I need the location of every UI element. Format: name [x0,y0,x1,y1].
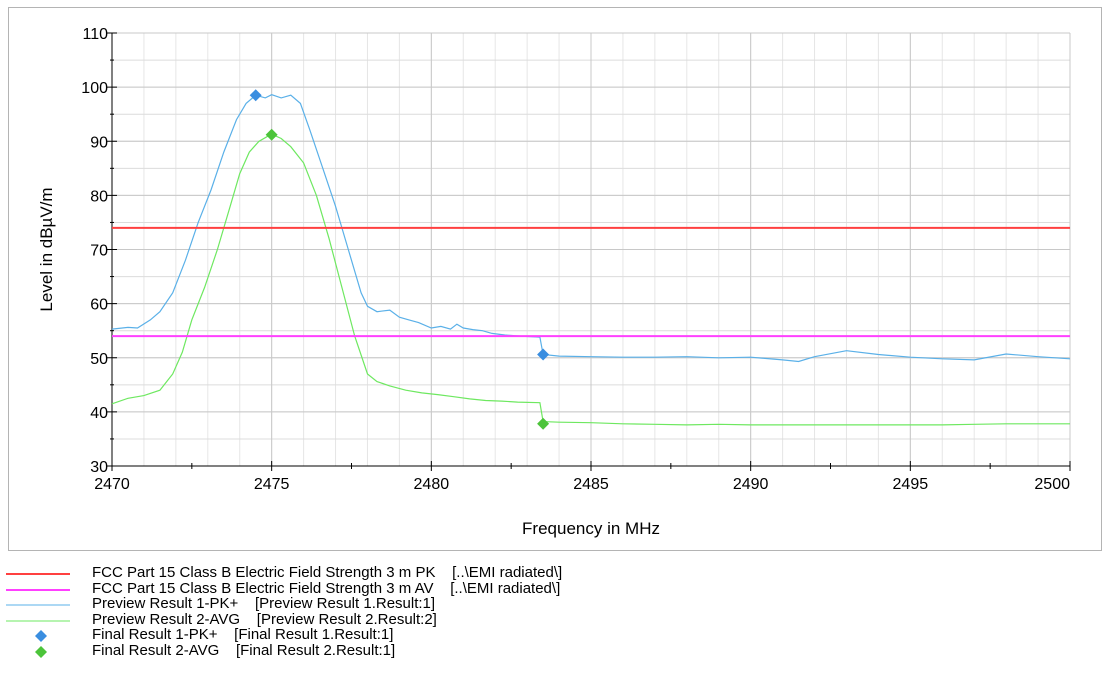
legend-item-preview-avg: Preview Result 2-AVG [Preview Result 2.R… [0,610,1108,629]
legend-swatch-diamond [6,628,70,644]
y-tick-label: 60 [90,297,108,314]
legend: FCC Part 15 Class B Electric Field Stren… [0,564,1108,660]
legend-label-preview-pk: Preview Result 1-PK+ [Preview Result 1.R… [92,595,436,612]
x-tick-label: 2470 [94,476,130,493]
legend-label-final-pk: Final Result 1-PK+ [Final Result 1.Resul… [92,626,394,643]
chart: 30 40 50 60 70 80 90 100 110 2470 2475 2480 2485 2490… [37,26,1071,538]
y-axis-title: Level in dBµV/m [37,187,56,311]
x-tick-label: 2500 [1034,476,1070,493]
y-tick-label: 90 [90,134,108,151]
series-line-1 [111,133,1070,426]
x-tick-label: 2490 [733,476,769,493]
legend-item-preview-pk: Preview Result 1-PK+ [Preview Result 1.R… [0,595,1108,613]
y-tick-label: 40 [90,405,108,422]
legend-swatch-line [6,613,70,629]
y-tick-label: 30 [90,459,108,476]
y-tick-label: 70 [90,243,108,260]
legend-label-pk-limit: FCC Part 15 Class B Electric Field Stren… [92,564,563,581]
x-axis-title: Frequency in MHz [522,519,660,538]
legend-swatch-line [6,582,70,598]
x-tick-label: 2485 [573,476,609,493]
final-result-marker-1 [537,417,550,430]
y-tick-label: 50 [90,351,108,368]
series-line-0 [111,94,1071,363]
final-result-marker-1 [265,128,278,141]
legend-label-preview-avg: Preview Result 2-AVG [Preview Result 2.R… [92,610,437,628]
legend-swatch-diamond [6,644,70,660]
legend-item-av-limit: FCC Part 15 Class B Electric Field Stren… [0,579,1108,598]
legend-item-pk-limit: FCC Part 15 Class B Electric Field Stren… [0,564,1108,582]
legend-label-av-limit: FCC Part 15 Class B Electric Field Stren… [92,579,561,597]
final-result-marker-0 [537,348,550,361]
final-result-marker-0 [249,89,262,102]
x-tick-label: 2495 [893,476,929,493]
y-tick-label: 100 [81,80,108,97]
x-tick-label: 2480 [414,476,450,493]
legend-item-final-pk: Final Result 1-PK+ [Final Result 1.Resul… [0,626,1108,644]
x-tick-label: 2475 [254,476,290,493]
legend-swatch-line [6,566,70,582]
legend-swatch-line [6,597,70,613]
legend-item-final-avg: Final Result 2-AVG [Final Result 2.Resul… [0,641,1108,660]
legend-label-final-avg: Final Result 2-AVG [Final Result 2.Resul… [92,641,396,659]
y-tick-label: 80 [90,188,108,205]
y-tick-label: 110 [82,26,108,43]
